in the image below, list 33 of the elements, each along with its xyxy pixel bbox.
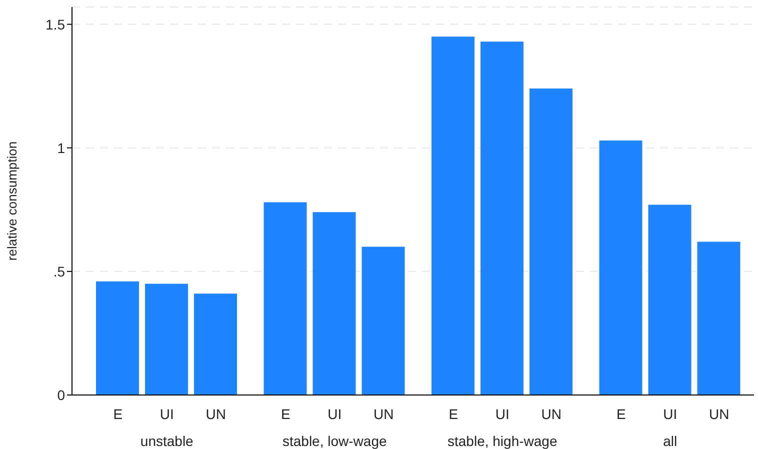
y-tick-label: 0: [57, 386, 66, 403]
bar: [264, 202, 307, 395]
text: E: [448, 406, 458, 422]
bar: [480, 42, 524, 395]
bar: [194, 294, 237, 395]
x-tick-label: stable, low-wage: [282, 433, 387, 449]
text: UN: [709, 406, 730, 422]
bar: [312, 212, 356, 395]
bar: [697, 242, 740, 395]
text: UN: [374, 406, 394, 422]
y-axis-title: relative consumption: [4, 141, 20, 261]
bar: [145, 284, 188, 395]
bar: [432, 36, 474, 395]
bar: [530, 88, 572, 395]
series-label: E: [113, 406, 123, 422]
y-tick-label: .5: [53, 263, 66, 280]
y-tick-label: 1: [57, 140, 66, 156]
bar: [96, 281, 139, 395]
x-tick-label: unstable: [140, 433, 194, 449]
bar: [599, 140, 642, 395]
text: E: [280, 406, 290, 422]
bar: [648, 204, 692, 395]
series-label: UN: [206, 406, 226, 422]
bar: [362, 246, 405, 395]
text: UI: [495, 406, 510, 422]
series-label: UI: [160, 406, 174, 422]
text: UI: [663, 406, 678, 422]
y-tick-label: 1.5: [46, 16, 66, 32]
text: UN: [541, 406, 562, 422]
text: UI: [328, 406, 342, 422]
x-tick-label: all: [663, 433, 678, 449]
x-tick-label: stable, high-wage: [448, 433, 558, 449]
text: E: [616, 406, 626, 422]
